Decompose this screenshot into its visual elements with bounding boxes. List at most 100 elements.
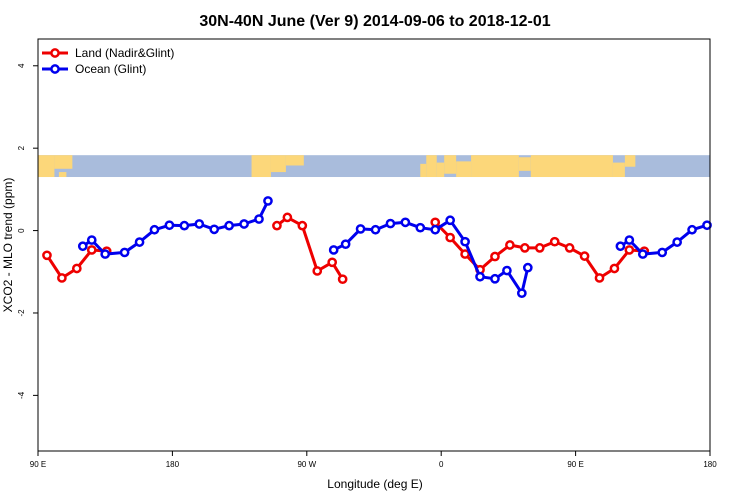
data-point	[239, 219, 249, 229]
data-point	[579, 251, 590, 261]
legend: Land (Nadir&Glint) Ocean (Glint)	[42, 46, 174, 76]
data-point	[86, 235, 97, 245]
data-point	[337, 274, 348, 285]
data-point	[385, 218, 396, 229]
band-land	[285, 155, 304, 166]
data-point	[149, 224, 160, 235]
series-0	[42, 212, 650, 285]
data-point	[609, 263, 620, 274]
y-tick-label: -4	[17, 391, 26, 399]
data-point	[445, 232, 456, 243]
data-point	[445, 215, 456, 226]
y-tick-label: 2	[17, 145, 26, 150]
y-axis-label: XCO2 - MLO trend (ppm)	[1, 178, 15, 313]
data-point	[534, 243, 545, 253]
band-land	[436, 162, 445, 178]
data-point	[522, 262, 533, 273]
x-tick-label: 180	[703, 460, 717, 469]
y-axis: -4 -2 0 2 4	[17, 63, 39, 399]
x-tick-label: 0	[439, 460, 444, 469]
x-axis-label: Longitude (deg E)	[327, 477, 422, 491]
series-line	[81, 200, 270, 256]
band-land	[612, 162, 625, 178]
data-point	[134, 237, 145, 247]
band-land	[58, 172, 67, 178]
data-point	[71, 263, 82, 274]
band-land	[54, 155, 73, 169]
band-land	[426, 155, 437, 178]
data-point	[297, 220, 308, 231]
data-point	[312, 266, 323, 276]
band-land	[518, 157, 531, 171]
x-tick-label: 90 W	[297, 460, 316, 469]
data-point	[57, 273, 67, 283]
data-point	[672, 237, 682, 247]
y-tick-label: -2	[17, 309, 26, 317]
data-point	[564, 243, 575, 253]
band-land	[251, 155, 271, 178]
y-tick-label: 4	[17, 63, 26, 68]
data-point	[549, 236, 560, 247]
data-point	[475, 271, 485, 282]
data-point	[272, 220, 282, 231]
legend-marker	[50, 64, 60, 74]
data-point	[119, 247, 130, 258]
data-point	[430, 224, 441, 235]
data-point	[415, 222, 426, 233]
data-point	[702, 220, 712, 231]
band-land	[444, 155, 457, 174]
data-point	[490, 251, 500, 262]
data-point	[460, 236, 470, 247]
x-axis: 90 E 180 90 W 0 90 E 180	[30, 450, 717, 469]
data-point	[42, 250, 52, 261]
data-point	[209, 224, 220, 235]
band-land	[471, 155, 519, 178]
data-point	[164, 220, 175, 231]
data-point	[460, 249, 470, 259]
data-point	[254, 214, 264, 224]
data-point	[340, 239, 351, 250]
data-point	[400, 217, 411, 228]
data-point	[179, 220, 190, 231]
x-tick-label: 180	[166, 460, 180, 469]
band-land	[420, 163, 427, 178]
data-point	[519, 243, 530, 253]
band-land	[38, 155, 55, 178]
data-point	[637, 249, 648, 259]
data-point	[657, 247, 668, 258]
series-1	[77, 196, 712, 299]
data-point	[624, 235, 635, 245]
data-point	[502, 265, 512, 276]
y-tick-label: 0	[17, 228, 26, 233]
data-point	[224, 220, 234, 231]
band-land	[456, 161, 472, 178]
data-point	[490, 273, 500, 284]
data-point	[327, 257, 338, 268]
data-point	[282, 212, 293, 223]
data-point	[86, 245, 97, 255]
chart-title: 30N-40N June (Ver 9) 2014-09-06 to 2018-…	[199, 13, 550, 30]
x-tick-label: 90 E	[30, 460, 46, 469]
band-land	[530, 155, 613, 178]
data-point	[430, 217, 441, 228]
data-point	[687, 224, 697, 235]
data-point	[355, 224, 366, 234]
legend-label: Ocean (Glint)	[75, 62, 146, 76]
data-point	[194, 219, 205, 229]
band-land	[624, 155, 636, 167]
data-point	[615, 241, 626, 252]
data-point	[263, 196, 273, 206]
legend-marker	[50, 48, 60, 58]
map-band	[38, 155, 710, 178]
data-point	[100, 249, 111, 259]
data-point	[594, 273, 605, 283]
band-land	[270, 155, 286, 173]
data-point	[505, 240, 515, 250]
data-point	[328, 245, 339, 255]
legend-label: Land (Nadir&Glint)	[75, 46, 174, 60]
series-layer	[42, 196, 712, 299]
data-point	[370, 224, 381, 235]
data-point	[624, 245, 635, 255]
data-point	[77, 241, 88, 252]
